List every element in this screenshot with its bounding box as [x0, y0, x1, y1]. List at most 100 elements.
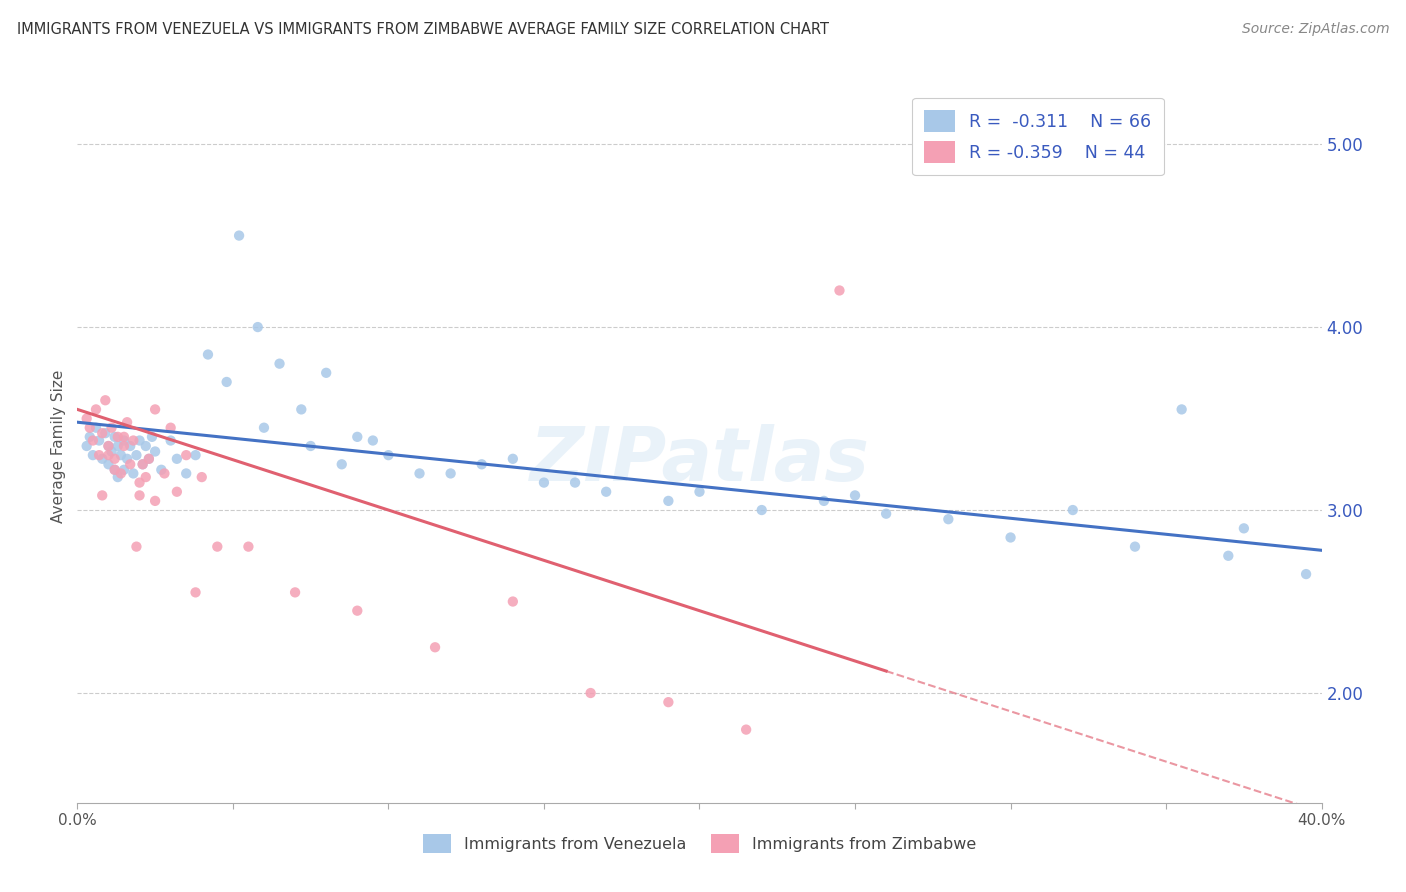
Point: [1062, 503, 1084, 517]
Point: [174, 448, 197, 462]
Point: [502, 594, 524, 608]
Point: [135, 470, 157, 484]
Point: [936, 512, 959, 526]
Point: [215, 375, 238, 389]
Point: [253, 420, 276, 434]
Point: [1000, 531, 1022, 545]
Text: ZIPatlas: ZIPatlas: [530, 424, 869, 497]
Point: [153, 467, 176, 481]
Point: [471, 458, 494, 472]
Point: [875, 507, 897, 521]
Point: [502, 451, 524, 466]
Point: [104, 451, 127, 466]
Point: [346, 604, 368, 618]
Point: [190, 470, 214, 484]
Text: IMMIGRANTS FROM VENEZUELA VS IMMIGRANTS FROM ZIMBABWE AVERAGE FAMILY SIZE CORREL: IMMIGRANTS FROM VENEZUELA VS IMMIGRANTS …: [17, 22, 830, 37]
Point: [112, 463, 135, 477]
Point: [104, 463, 127, 477]
Point: [128, 488, 150, 502]
Point: [76, 439, 98, 453]
Y-axis label: Average Family Size: Average Family Size: [51, 369, 66, 523]
Point: [97, 439, 120, 453]
Point: [689, 484, 711, 499]
Legend: Immigrants from Venezuela, Immigrants from Zimbabwe: Immigrants from Venezuela, Immigrants fr…: [416, 828, 983, 859]
Point: [166, 484, 188, 499]
Point: [150, 463, 173, 477]
Point: [184, 585, 207, 599]
Point: [166, 451, 188, 466]
Point: [735, 723, 758, 737]
Point: [207, 540, 229, 554]
Point: [315, 366, 337, 380]
Point: [104, 463, 127, 477]
Point: [104, 430, 127, 444]
Point: [112, 439, 135, 453]
Point: [76, 411, 98, 425]
Point: [100, 444, 122, 458]
Point: [97, 439, 120, 453]
Point: [131, 458, 153, 472]
Point: [107, 430, 129, 444]
Point: [84, 420, 107, 434]
Point: [138, 451, 160, 466]
Text: Source: ZipAtlas.com: Source: ZipAtlas.com: [1241, 22, 1389, 37]
Point: [751, 503, 773, 517]
Point: [87, 448, 110, 462]
Point: [346, 430, 368, 444]
Point: [122, 434, 145, 448]
Point: [657, 494, 679, 508]
Point: [91, 488, 114, 502]
Point: [423, 640, 446, 655]
Point: [377, 448, 399, 462]
Point: [1170, 402, 1192, 417]
Point: [246, 320, 269, 334]
Point: [120, 458, 142, 472]
Point: [125, 540, 148, 554]
Point: [238, 540, 260, 554]
Point: [84, 402, 107, 417]
Point: [128, 434, 150, 448]
Point: [228, 228, 250, 243]
Point: [91, 426, 114, 441]
Point: [579, 686, 602, 700]
Point: [87, 434, 110, 448]
Point: [284, 585, 307, 599]
Point: [79, 430, 101, 444]
Point: [128, 475, 150, 490]
Point: [828, 284, 851, 298]
Point: [408, 467, 430, 481]
Point: [595, 484, 617, 499]
Point: [1233, 521, 1256, 535]
Point: [143, 494, 166, 508]
Point: [197, 347, 219, 361]
Point: [110, 448, 132, 462]
Point: [813, 494, 835, 508]
Point: [112, 434, 135, 448]
Point: [657, 695, 679, 709]
Point: [159, 434, 181, 448]
Point: [122, 467, 145, 481]
Point: [94, 426, 117, 441]
Point: [91, 451, 114, 466]
Point: [1123, 540, 1146, 554]
Point: [174, 467, 197, 481]
Point: [97, 448, 120, 462]
Point: [844, 488, 866, 502]
Point: [439, 467, 461, 481]
Point: [79, 420, 101, 434]
Point: [361, 434, 384, 448]
Point: [290, 402, 312, 417]
Point: [110, 467, 132, 481]
Point: [125, 448, 148, 462]
Point: [143, 444, 166, 458]
Point: [533, 475, 555, 490]
Point: [97, 458, 120, 472]
Point: [82, 434, 104, 448]
Point: [120, 439, 142, 453]
Point: [269, 357, 291, 371]
Point: [94, 393, 117, 408]
Point: [184, 448, 207, 462]
Point: [115, 451, 138, 466]
Point: [143, 402, 166, 417]
Point: [159, 420, 181, 434]
